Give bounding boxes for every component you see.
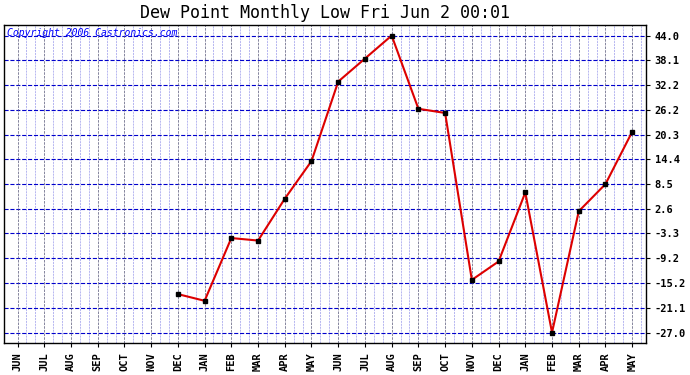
Title: Dew Point Monthly Low Fri Jun 2 00:01: Dew Point Monthly Low Fri Jun 2 00:01 [140,4,510,22]
Text: Copyright 2006 Castronics.com: Copyright 2006 Castronics.com [8,28,178,38]
